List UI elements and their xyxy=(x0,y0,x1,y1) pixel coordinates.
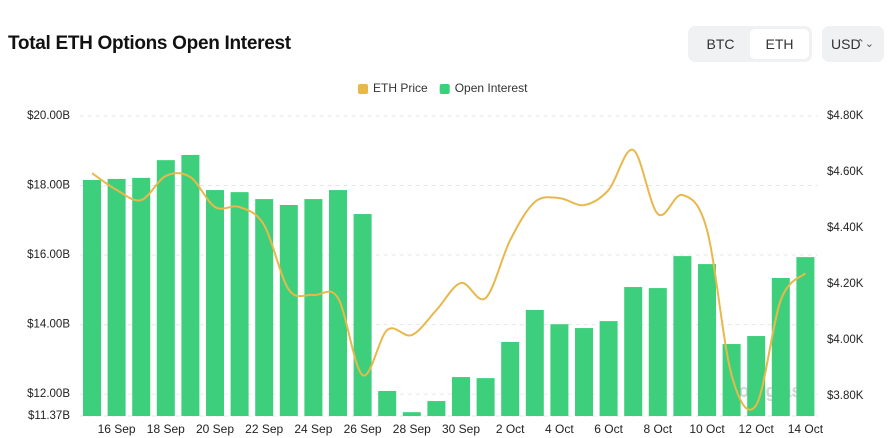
bar xyxy=(550,324,569,416)
bar xyxy=(83,179,101,416)
x-tick-label: 10 Oct xyxy=(689,422,725,436)
y2-tick-label: $4.20K xyxy=(827,278,864,290)
bar xyxy=(452,377,470,416)
bar xyxy=(796,257,815,416)
bar xyxy=(156,160,175,416)
legend-swatch xyxy=(358,84,368,94)
x-tick-label: 8 Oct xyxy=(643,422,672,436)
legend-label: Open Interest xyxy=(455,81,528,95)
x-tick-label: 20 Sep xyxy=(196,422,234,436)
x-tick-label: 16 Sep xyxy=(98,422,136,436)
bar xyxy=(181,154,200,416)
y-tick-label: $14.00B xyxy=(27,319,70,331)
y-tick-label: $12.00B xyxy=(27,388,70,400)
y2-tick-label: $3.80K xyxy=(827,390,864,402)
legend-label: ETH Price xyxy=(373,81,428,95)
bar xyxy=(107,178,126,416)
y-tick-label: $16.00B xyxy=(27,249,70,261)
x-tick-label: 2 Oct xyxy=(496,422,525,436)
bar xyxy=(329,190,347,416)
bar xyxy=(304,199,323,416)
x-tick-label: 26 Sep xyxy=(344,422,382,436)
bar xyxy=(673,256,692,416)
bar xyxy=(575,328,593,416)
bar xyxy=(599,321,618,416)
bar xyxy=(648,288,667,416)
legend-swatch xyxy=(439,84,450,94)
bar xyxy=(747,336,766,416)
x-tick-label: 30 Sep xyxy=(442,422,480,436)
bar xyxy=(255,199,274,416)
bar xyxy=(427,401,446,416)
currency-select[interactable]: USD ⌃⌄ xyxy=(822,26,884,62)
y2-tick-label: $4.60K xyxy=(827,166,864,178)
y2-tick-label: $4.00K xyxy=(827,334,864,346)
x-tick-label: 4 Oct xyxy=(545,422,574,436)
y-tick-label: $20.00B xyxy=(27,110,70,122)
price-line xyxy=(91,148,807,411)
eth-button[interactable]: ETH xyxy=(750,29,809,59)
bar xyxy=(698,264,716,416)
bar xyxy=(501,341,520,416)
x-tick-label: 22 Sep xyxy=(245,422,283,436)
x-tick-label: 28 Sep xyxy=(393,422,431,436)
y-tick-label: $11.37B xyxy=(28,410,70,422)
chart-title: Total ETH Options Open Interest xyxy=(8,33,291,54)
x-tick-label: 14 Oct xyxy=(788,422,824,436)
bar xyxy=(353,214,372,416)
bar xyxy=(722,344,741,416)
y-tick-label: $18.00B xyxy=(27,180,70,192)
bar xyxy=(771,277,790,416)
x-tick-label: 12 Oct xyxy=(739,422,775,436)
bar xyxy=(230,192,249,416)
bar xyxy=(402,412,421,416)
x-tick-label: 24 Sep xyxy=(294,422,332,436)
watermark: coinglass xyxy=(728,381,811,401)
bar xyxy=(279,204,298,416)
y2-tick-label: $4.40K xyxy=(827,222,864,234)
y2-tick-label: $4.80K xyxy=(827,110,864,122)
bar xyxy=(476,378,495,416)
select-arrow: ⌃⌄ xyxy=(855,38,874,50)
btc-button[interactable]: BTC xyxy=(706,36,735,52)
bar xyxy=(378,390,397,416)
currency-label: USD xyxy=(831,36,861,52)
x-tick-label: 18 Sep xyxy=(147,422,185,436)
bar xyxy=(132,177,151,416)
bar xyxy=(525,309,544,416)
bar xyxy=(624,287,643,416)
x-tick-label: 6 Oct xyxy=(594,422,623,436)
asset-toggle: BTC ETH xyxy=(688,26,812,62)
bar xyxy=(206,190,224,416)
